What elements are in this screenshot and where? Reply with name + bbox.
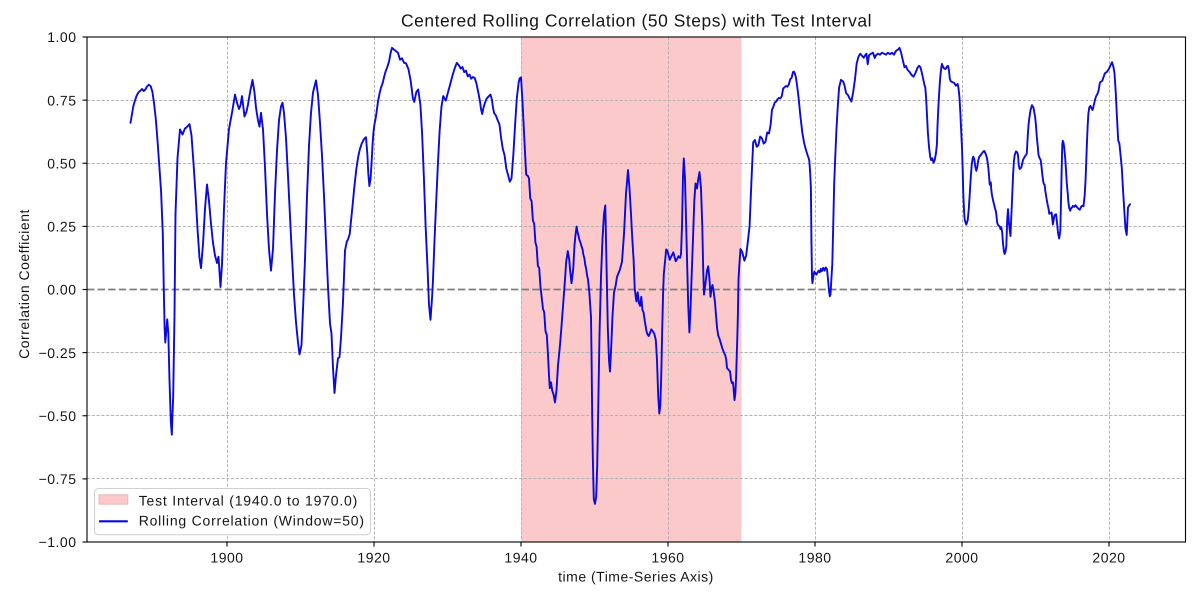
svg-text:Centered Rolling Correlation (: Centered Rolling Correlation (50 Steps) … [401,11,872,31]
svg-text:1900: 1900 [210,549,243,565]
svg-text:−0.50: −0.50 [39,408,77,424]
svg-text:2000: 2000 [945,549,978,565]
svg-text:Rolling Correlation (Window=50: Rolling Correlation (Window=50) [139,513,365,529]
svg-text:Test Interval (1940.0 to 1970.: Test Interval (1940.0 to 1970.0) [139,493,358,509]
svg-text:1980: 1980 [798,549,831,565]
svg-text:−0.25: −0.25 [39,345,77,361]
svg-text:0.25: 0.25 [47,219,76,235]
svg-text:0.00: 0.00 [47,282,76,298]
svg-text:time (Time-Series Axis): time (Time-Series Axis) [558,569,714,585]
svg-text:0.50: 0.50 [47,155,76,171]
svg-text:−0.75: −0.75 [39,471,77,487]
svg-text:1960: 1960 [651,549,684,565]
svg-text:2020: 2020 [1092,549,1125,565]
svg-text:1920: 1920 [357,549,390,565]
svg-text:1.00: 1.00 [47,29,76,45]
svg-text:−1.00: −1.00 [39,534,77,550]
svg-text:Correlation Coefficient: Correlation Coefficient [16,209,32,359]
svg-text:0.75: 0.75 [47,92,76,108]
svg-text:1940: 1940 [504,549,537,565]
